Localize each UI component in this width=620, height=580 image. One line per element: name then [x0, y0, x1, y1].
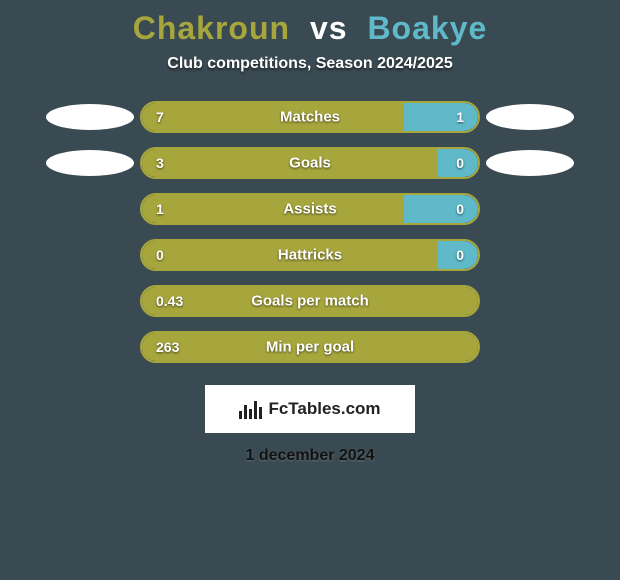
- date-label: 1 december 2024: [0, 447, 620, 465]
- player2-ellipse-icon: [486, 104, 574, 130]
- subtitle: Club competitions, Season 2024/2025: [0, 55, 620, 73]
- stat-bar: Goals 3 0: [140, 147, 480, 179]
- comparison-infographic: Chakroun vs Boakye Club competitions, Se…: [0, 0, 620, 580]
- bar-left-fill: [142, 103, 404, 131]
- stat-label: Assists: [283, 201, 336, 218]
- stat-value-left: 7: [156, 109, 164, 125]
- stat-bar: Assists 1 0: [140, 193, 480, 225]
- stat-value-right: 0: [456, 155, 464, 171]
- player2-name: Boakye: [367, 10, 487, 46]
- player1-ellipse-icon: [46, 150, 134, 176]
- stat-rows: Matches71Goals30Assists10Hattricks00Goal…: [0, 101, 620, 363]
- vs-label: vs: [310, 10, 348, 46]
- bar-left-fill: [142, 195, 404, 223]
- stat-value-right: 1: [456, 109, 464, 125]
- stat-value-left: 0.43: [156, 293, 183, 309]
- stat-value-left: 3: [156, 155, 164, 171]
- stat-bar: Min per goal 263: [140, 331, 480, 363]
- stat-value-left: 1: [156, 201, 164, 217]
- stat-value-left: 263: [156, 339, 179, 355]
- stat-value-left: 0: [156, 247, 164, 263]
- page-title: Chakroun vs Boakye: [0, 10, 620, 47]
- stat-row: Hattricks 0 0: [0, 239, 620, 271]
- fctables-logo: FcTables.com: [205, 385, 415, 433]
- player1-ellipse-icon: [46, 104, 134, 130]
- stat-label: Goals per match: [251, 293, 369, 310]
- stat-bar: Matches 7 1: [140, 101, 480, 133]
- stat-row: Matches 7 1: [0, 101, 620, 133]
- stat-label: Goals: [289, 155, 331, 172]
- left-icon-slot: [40, 104, 140, 130]
- stat-row: Min per goal 263: [0, 331, 620, 363]
- player2-ellipse-icon: [486, 150, 574, 176]
- player1-name: Chakroun: [133, 10, 290, 46]
- stat-bar: Goals per match 0.43: [140, 285, 480, 317]
- right-icon-slot: [480, 150, 580, 176]
- stat-label: Hattricks: [278, 247, 342, 264]
- stat-bar: Hattricks 0 0: [140, 239, 480, 271]
- left-icon-slot: [40, 150, 140, 176]
- logo-bars-icon: [239, 399, 262, 419]
- stat-value-right: 0: [456, 247, 464, 263]
- stat-label: Matches: [280, 109, 340, 126]
- stat-row: Assists 1 0: [0, 193, 620, 225]
- stat-row: Goals 3 0: [0, 147, 620, 179]
- bar-right-fill: [404, 103, 478, 131]
- logo-text: FcTables.com: [268, 399, 380, 419]
- stat-row: Goals per match 0.43: [0, 285, 620, 317]
- bar-right-fill: [404, 195, 478, 223]
- stat-value-right: 0: [456, 201, 464, 217]
- right-icon-slot: [480, 104, 580, 130]
- stat-label: Min per goal: [266, 339, 354, 356]
